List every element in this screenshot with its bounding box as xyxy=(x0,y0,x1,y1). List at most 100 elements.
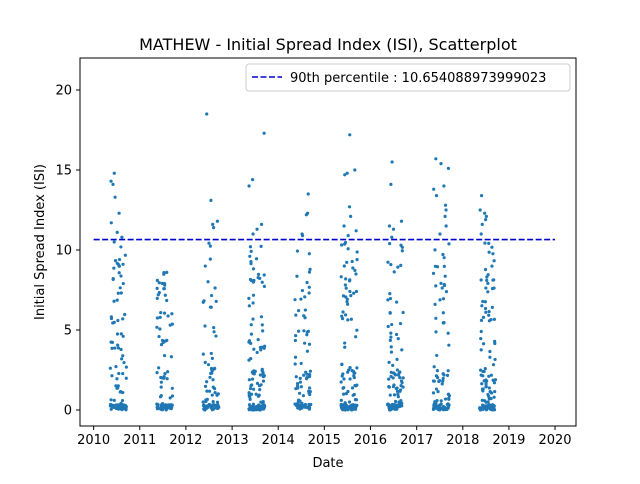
data-point xyxy=(294,387,298,391)
data-point xyxy=(297,391,302,395)
data-point xyxy=(400,245,404,249)
data-point xyxy=(351,407,355,411)
data-point xyxy=(388,338,392,342)
data-point xyxy=(305,349,310,353)
data-point xyxy=(434,330,438,334)
data-point xyxy=(431,271,436,275)
data-point xyxy=(393,373,398,377)
data-point xyxy=(342,406,346,410)
data-point xyxy=(293,338,297,343)
data-point xyxy=(390,402,394,407)
data-point xyxy=(119,347,123,352)
data-point xyxy=(247,304,251,308)
data-point xyxy=(389,331,393,335)
data-point xyxy=(343,242,347,246)
data-point xyxy=(483,300,487,304)
data-point xyxy=(299,297,303,301)
data-point xyxy=(340,316,345,321)
data-point xyxy=(112,398,116,402)
data-point xyxy=(481,315,486,319)
data-point xyxy=(155,278,159,282)
data-point xyxy=(163,371,167,376)
data-point xyxy=(295,249,300,253)
data-point xyxy=(480,403,485,407)
data-point xyxy=(484,382,488,386)
data-point xyxy=(386,260,390,264)
data-point xyxy=(303,295,307,299)
data-point xyxy=(248,245,253,249)
data-point xyxy=(170,394,175,398)
data-point xyxy=(307,391,311,395)
data-point xyxy=(434,194,439,198)
data-point xyxy=(308,267,312,272)
data-point xyxy=(155,371,159,375)
data-point xyxy=(112,299,116,303)
data-point xyxy=(305,330,309,334)
data-point xyxy=(438,232,442,236)
data-point xyxy=(346,370,350,374)
data-point xyxy=(159,385,163,389)
data-point xyxy=(395,389,400,393)
data-point xyxy=(355,366,359,370)
data-point xyxy=(121,262,125,266)
data-point xyxy=(168,396,172,400)
data-point xyxy=(158,315,162,319)
data-point xyxy=(120,357,124,361)
data-point xyxy=(431,379,436,383)
data-point xyxy=(434,401,438,405)
data-point xyxy=(392,383,396,387)
data-point xyxy=(202,299,206,303)
data-point xyxy=(257,403,261,407)
data-point xyxy=(209,351,213,356)
data-point xyxy=(110,374,114,378)
data-point xyxy=(262,346,266,350)
data-point xyxy=(157,406,161,410)
data-point xyxy=(305,333,309,337)
data-point xyxy=(262,284,266,288)
data-point xyxy=(262,131,266,135)
data-point xyxy=(249,249,253,253)
data-point xyxy=(440,286,444,290)
data-point xyxy=(117,271,121,275)
data-point xyxy=(249,384,253,388)
y-tick-label: 10 xyxy=(55,244,72,259)
data-point xyxy=(388,291,392,296)
data-point xyxy=(487,319,491,323)
data-point xyxy=(352,291,356,295)
data-point xyxy=(349,214,353,218)
data-point xyxy=(346,247,350,251)
data-point xyxy=(303,402,308,407)
data-point xyxy=(484,214,488,218)
data-point xyxy=(484,218,488,222)
data-point xyxy=(299,385,303,389)
data-point xyxy=(484,384,488,389)
data-point xyxy=(354,229,358,233)
data-point xyxy=(216,405,220,410)
data-point xyxy=(487,386,491,390)
data-point xyxy=(446,331,450,335)
data-point xyxy=(438,298,442,302)
data-point xyxy=(348,366,352,370)
data-point xyxy=(341,294,346,298)
data-point xyxy=(347,400,352,404)
data-point xyxy=(215,393,219,397)
data-point xyxy=(389,345,393,349)
data-point xyxy=(260,323,264,327)
data-point xyxy=(169,403,173,407)
data-point xyxy=(343,341,347,345)
data-point xyxy=(205,380,209,384)
data-point xyxy=(116,291,120,295)
data-point xyxy=(346,234,350,238)
data-point xyxy=(389,335,393,339)
data-point xyxy=(398,321,403,326)
data-point xyxy=(432,404,436,408)
data-point xyxy=(259,222,264,226)
data-point xyxy=(492,259,496,263)
data-point xyxy=(353,268,357,272)
data-point xyxy=(124,408,128,412)
data-point xyxy=(435,369,439,373)
data-point xyxy=(155,402,159,406)
data-point xyxy=(213,286,217,290)
data-point xyxy=(342,386,346,390)
data-point xyxy=(488,355,492,359)
